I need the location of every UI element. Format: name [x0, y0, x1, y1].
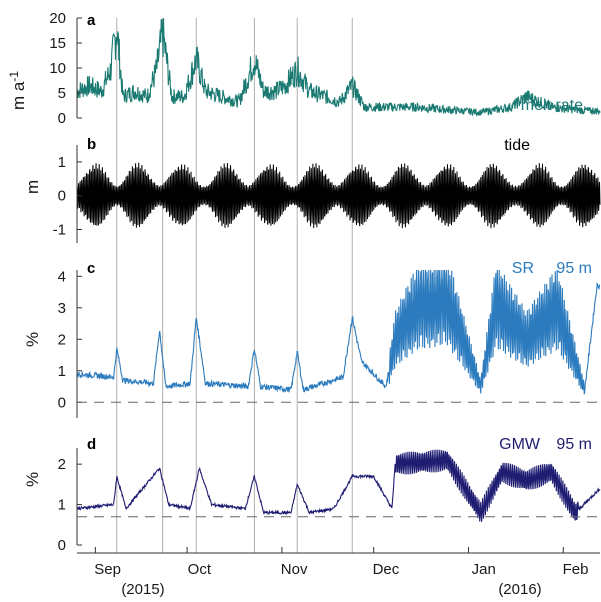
series-line [76, 269, 601, 395]
panel-d-letter: d [87, 436, 96, 453]
panel-b-y-axis: -1 0 1 [53, 145, 82, 243]
panel-c-depth-label: 95 m [556, 260, 592, 277]
panel-d-depth-label: 95 m [556, 436, 592, 453]
panel-a: 0 5 10 15 20 a m a-1 melt rate [7, 10, 601, 127]
tide-line [76, 162, 601, 229]
panel-d-y-axis: 0 1 2 [58, 448, 82, 554]
y-tick-label: 1 [58, 497, 66, 514]
y-tick-label: 0 [58, 394, 66, 411]
series-line [76, 17, 601, 117]
y-tick-label: 4 [58, 268, 66, 285]
y-tick-label: 0 [58, 537, 66, 554]
gmw-series [76, 449, 601, 522]
x-tick-label: Jan [472, 561, 496, 578]
y-tick-label: 0 [58, 188, 66, 205]
y-tick-label: 20 [49, 10, 66, 27]
y-tick-label: 5 [58, 85, 66, 102]
y-tick-label: 15 [49, 35, 66, 52]
panel-d-y-label: % [23, 472, 42, 487]
panel-c-y-label: % [23, 332, 42, 347]
event-lines [116, 18, 353, 553]
panel-b-letter: b [87, 136, 96, 153]
series-line [76, 449, 601, 522]
panel-c-y-axis: 0 1 2 3 4 [58, 268, 82, 418]
panel-a-y-label: m a-1 [7, 71, 28, 110]
panel-c: 0 1 2 3 4 c % SR 95 m [23, 260, 601, 418]
x-tick-label: Oct [188, 561, 212, 578]
panel-d: 0 1 2 d % GMW 95 m [23, 436, 601, 554]
panel-a-letter: a [87, 12, 96, 29]
year-label-2015: (2015) [121, 581, 164, 598]
y-tick-label: -1 [53, 221, 66, 238]
x-tick-label: Nov [281, 561, 308, 578]
panel-c-series-label: SR [512, 260, 534, 277]
y-tick-label: 10 [49, 60, 66, 77]
y-tick-label: 1 [58, 154, 66, 171]
panel-b: -1 0 1 b m tide [23, 136, 601, 243]
sr-series [76, 269, 601, 395]
y-tick-label: 3 [58, 300, 66, 317]
y-tick-label: 2 [58, 331, 66, 348]
x-tick-label: Dec [373, 561, 400, 578]
panel-d-series-label: GMW [499, 436, 541, 453]
x-tick-label: Sep [94, 561, 121, 578]
panel-b-y-label: m [23, 180, 42, 194]
x-axis-ticks: Sep Oct Nov Dec Jan Feb [94, 547, 588, 578]
y-tick-label: 0 [58, 110, 66, 127]
panel-a-series-label: melt rate [521, 97, 583, 114]
panel-b-series-label: tide [504, 137, 530, 154]
panel-c-letter: c [87, 260, 95, 277]
year-label-2016: (2016) [498, 581, 541, 598]
panel-a-y-axis: 0 5 10 15 20 [49, 10, 82, 127]
y-tick-label: 2 [58, 456, 66, 473]
x-axis: Sep Oct Nov Dec Jan Feb (2015) (2016) [77, 547, 600, 598]
x-tick-label: Feb [563, 561, 589, 578]
y-tick-label: 1 [58, 363, 66, 380]
tide-series [76, 162, 601, 229]
melt-rate-series [76, 17, 601, 117]
